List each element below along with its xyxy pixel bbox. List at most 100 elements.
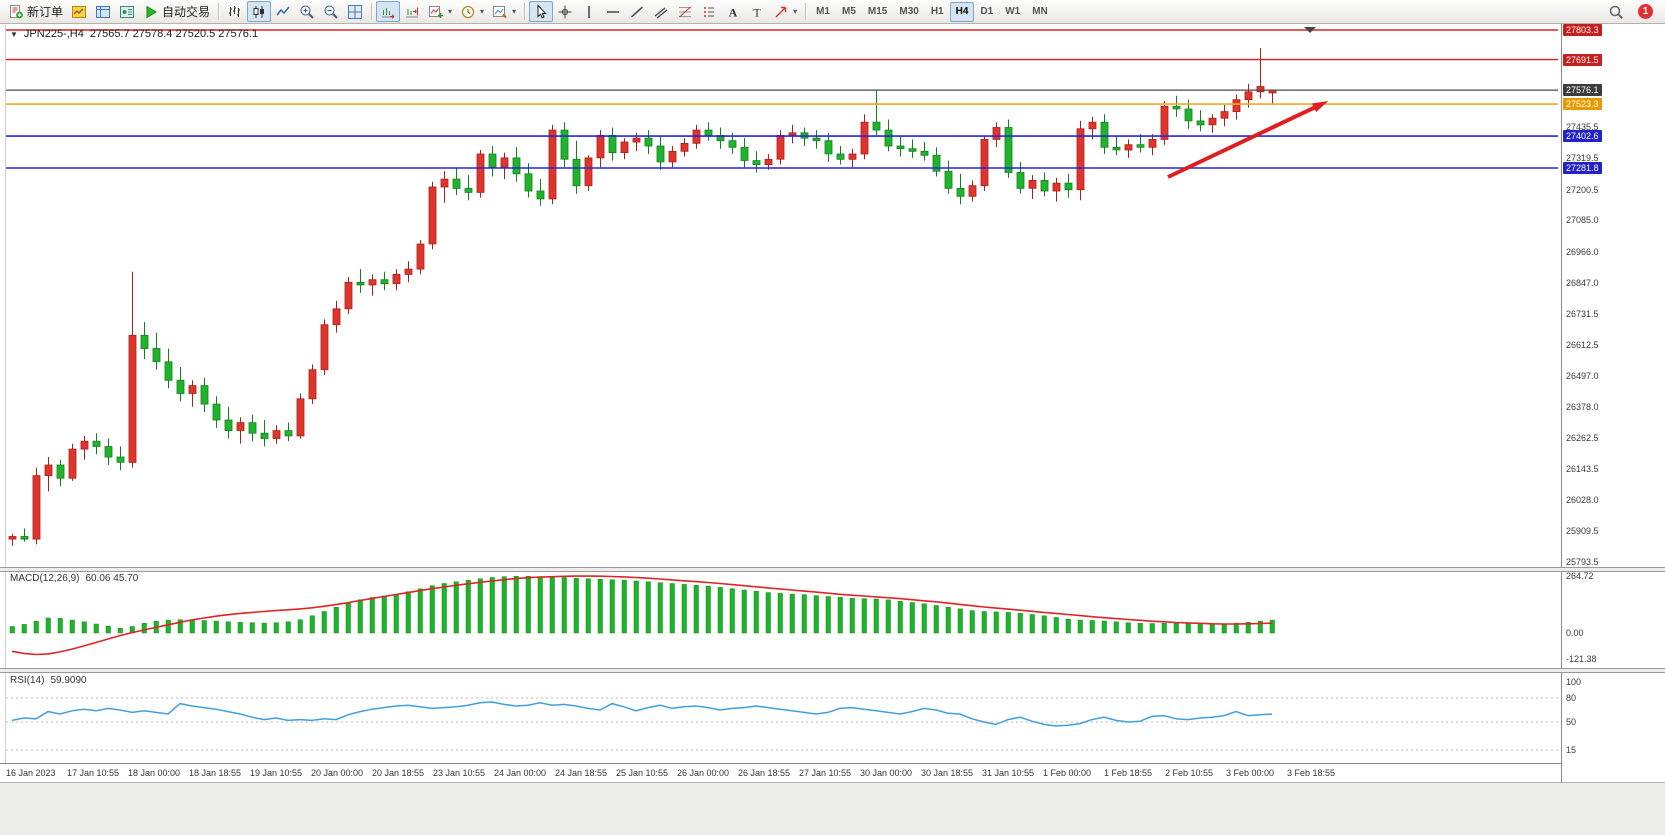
timeframe-mn-button[interactable]: MN <box>1026 2 1054 22</box>
time-axis-label: 3 Feb 00:00 <box>1226 768 1275 778</box>
auto-trading-button[interactable]: 自动交易 <box>139 1 214 22</box>
candles <box>8 48 1277 546</box>
trend-arrow[interactable] <box>1167 101 1329 179</box>
market-watch-icon <box>71 4 87 20</box>
macd-scale-label: -121.38 <box>1566 654 1597 664</box>
price-axis[interactable]: 27435.5 27319.5 27200.5 27085.0 26966.0 26847… <box>1561 24 1665 782</box>
price-tick-label: 26847.0 <box>1566 278 1599 289</box>
time-axis-label: 17 Jan 10:55 <box>67 768 120 778</box>
price-level-label: 27281.8 <box>1563 162 1602 175</box>
rsi-line <box>11 701 1273 727</box>
price-level-label: 27803.3 <box>1563 24 1602 36</box>
search-button[interactable] <box>1604 1 1628 22</box>
timeframe-m1-button[interactable]: M1 <box>810 2 836 22</box>
new-order-button[interactable]: 新订单 <box>4 1 67 22</box>
line-chart-mode-button[interactable] <box>271 1 295 22</box>
crosshair-icon <box>557 4 573 20</box>
price-tick-label: 26143.5 <box>1566 464 1599 475</box>
timeframe-h1-label: H1 <box>930 6 944 17</box>
price-tick-label: 26966.0 <box>1566 246 1599 257</box>
svg-text:T: T <box>753 5 761 19</box>
price-tick-label: 27085.0 <box>1566 215 1599 226</box>
bar-chart-mode-button[interactable] <box>223 1 247 22</box>
price-tick-label: 27435.5 <box>1566 122 1599 133</box>
periods-button[interactable]: ▾ <box>456 1 488 22</box>
auto-scroll-button[interactable] <box>376 1 401 22</box>
horizontal-line-button[interactable] <box>601 1 625 22</box>
timeframe-m5-button[interactable]: M5 <box>836 2 862 22</box>
timeframe-h4-label: H4 <box>955 6 969 17</box>
vertical-line-icon <box>581 4 597 20</box>
templates-icon <box>492 4 508 20</box>
indicators-icon <box>428 4 444 20</box>
templates-button[interactable]: ▾ <box>488 1 520 22</box>
time-axis-label: 30 Jan 00:00 <box>860 768 913 778</box>
time-axis-label: 24 Jan 18:55 <box>555 768 608 778</box>
price-tick-label: 26262.5 <box>1566 432 1599 443</box>
fibonacci-retracement-button[interactable] <box>673 1 697 22</box>
time-axis[interactable]: 16 Jan 2023 17 Jan 10:55 18 Jan 00:00 18 Ja… <box>0 763 1561 782</box>
timeframe-h4-button[interactable]: H4 <box>949 1 975 22</box>
data-window-button[interactable] <box>91 1 115 22</box>
macd-indicator-label: MACD(12,26,9) 60.06 45.70 <box>10 573 138 584</box>
time-axis-label: 18 Jan 00:00 <box>128 768 181 778</box>
timeframe-m30-button[interactable]: M30 <box>893 2 924 22</box>
new-order-label: 新订单 <box>27 5 64 19</box>
zoom-in-button[interactable] <box>295 1 319 22</box>
text-label-button[interactable]: T <box>745 1 769 22</box>
candlestick-mode-button[interactable] <box>247 1 272 22</box>
timeframe-w1-button[interactable]: W1 <box>999 2 1026 22</box>
price-tick-label: 26497.0 <box>1566 370 1599 381</box>
channel-icon <box>653 4 669 20</box>
rsi-indicator-label: RSI(14) 59.9090 <box>10 675 87 686</box>
auto-scroll-icon <box>380 4 396 20</box>
crosshair-button[interactable] <box>553 1 577 22</box>
text-button[interactable]: A <box>721 1 745 22</box>
price-tick-label: 26731.5 <box>1566 308 1599 319</box>
market-watch-button[interactable] <box>67 1 91 22</box>
navigator-button[interactable] <box>115 1 139 22</box>
zoom-out-button[interactable] <box>319 1 343 22</box>
toolbar-right: 1 <box>1604 1 1661 22</box>
macd-scale-label: 264.72 <box>1566 571 1594 581</box>
timeframe-d1-button[interactable]: D1 <box>974 2 999 22</box>
text-icon: A <box>725 4 741 20</box>
macd-scale-label: 0.00 <box>1566 628 1584 638</box>
rsi-scale-label: 100 <box>1566 677 1582 687</box>
equidistant-channel-button[interactable] <box>649 1 673 22</box>
rsi-scale-label: 80 <box>1566 693 1577 703</box>
symbol-dropdown-icon[interactable]: ▼ <box>10 29 18 39</box>
chevron-down-icon: ▾ <box>448 7 453 16</box>
chevron-down-icon: ▾ <box>512 7 517 16</box>
time-axis-label: 31 Jan 10:55 <box>982 768 1035 778</box>
timeframe-w1-label: W1 <box>1005 6 1021 17</box>
objects-list-button[interactable] <box>697 1 721 22</box>
time-axis-label: 30 Jan 18:55 <box>921 768 974 778</box>
timeframe-h1-button[interactable]: H1 <box>925 2 950 22</box>
time-axis-label: 2 Feb 10:55 <box>1165 768 1214 778</box>
indicators-button[interactable]: ▾ <box>424 1 456 22</box>
vertical-line-button[interactable] <box>577 1 601 22</box>
rsi-value-label: 59.9090 <box>50 675 87 686</box>
macd-name-label: MACD(12,26,9) <box>10 573 80 584</box>
cursor-button[interactable] <box>529 1 554 22</box>
line-chart-icon <box>275 4 291 20</box>
notification-badge[interactable]: 1 <box>1638 4 1653 19</box>
trendline-icon <box>629 4 645 20</box>
tile-windows-button[interactable] <box>343 1 367 22</box>
timeframe-m15-button[interactable]: M15 <box>862 2 893 22</box>
time-axis-label: 23 Jan 10:55 <box>433 768 486 778</box>
main-toolbar: 新订单 自动交易 ▾ ▾ ▾ A T ▾ M1 M5 M15 M30 H1 H4 D1 W1 MN 1 <box>0 0 1665 24</box>
panel-separator[interactable] <box>0 668 1665 673</box>
timeframe-m15-label: M15 <box>867 6 888 17</box>
panel-separator[interactable] <box>0 567 1665 572</box>
tile-windows-icon <box>347 4 363 20</box>
trendline-button[interactable] <box>625 1 649 22</box>
timeframe-d1-label: D1 <box>980 6 994 17</box>
arrows-button[interactable]: ▾ <box>769 1 801 22</box>
rsi-scale-label: 15 <box>1566 745 1577 755</box>
rsi-scale-label: 50 <box>1566 717 1577 727</box>
search-icon <box>1608 4 1624 20</box>
chart-shift-button[interactable] <box>400 1 424 22</box>
